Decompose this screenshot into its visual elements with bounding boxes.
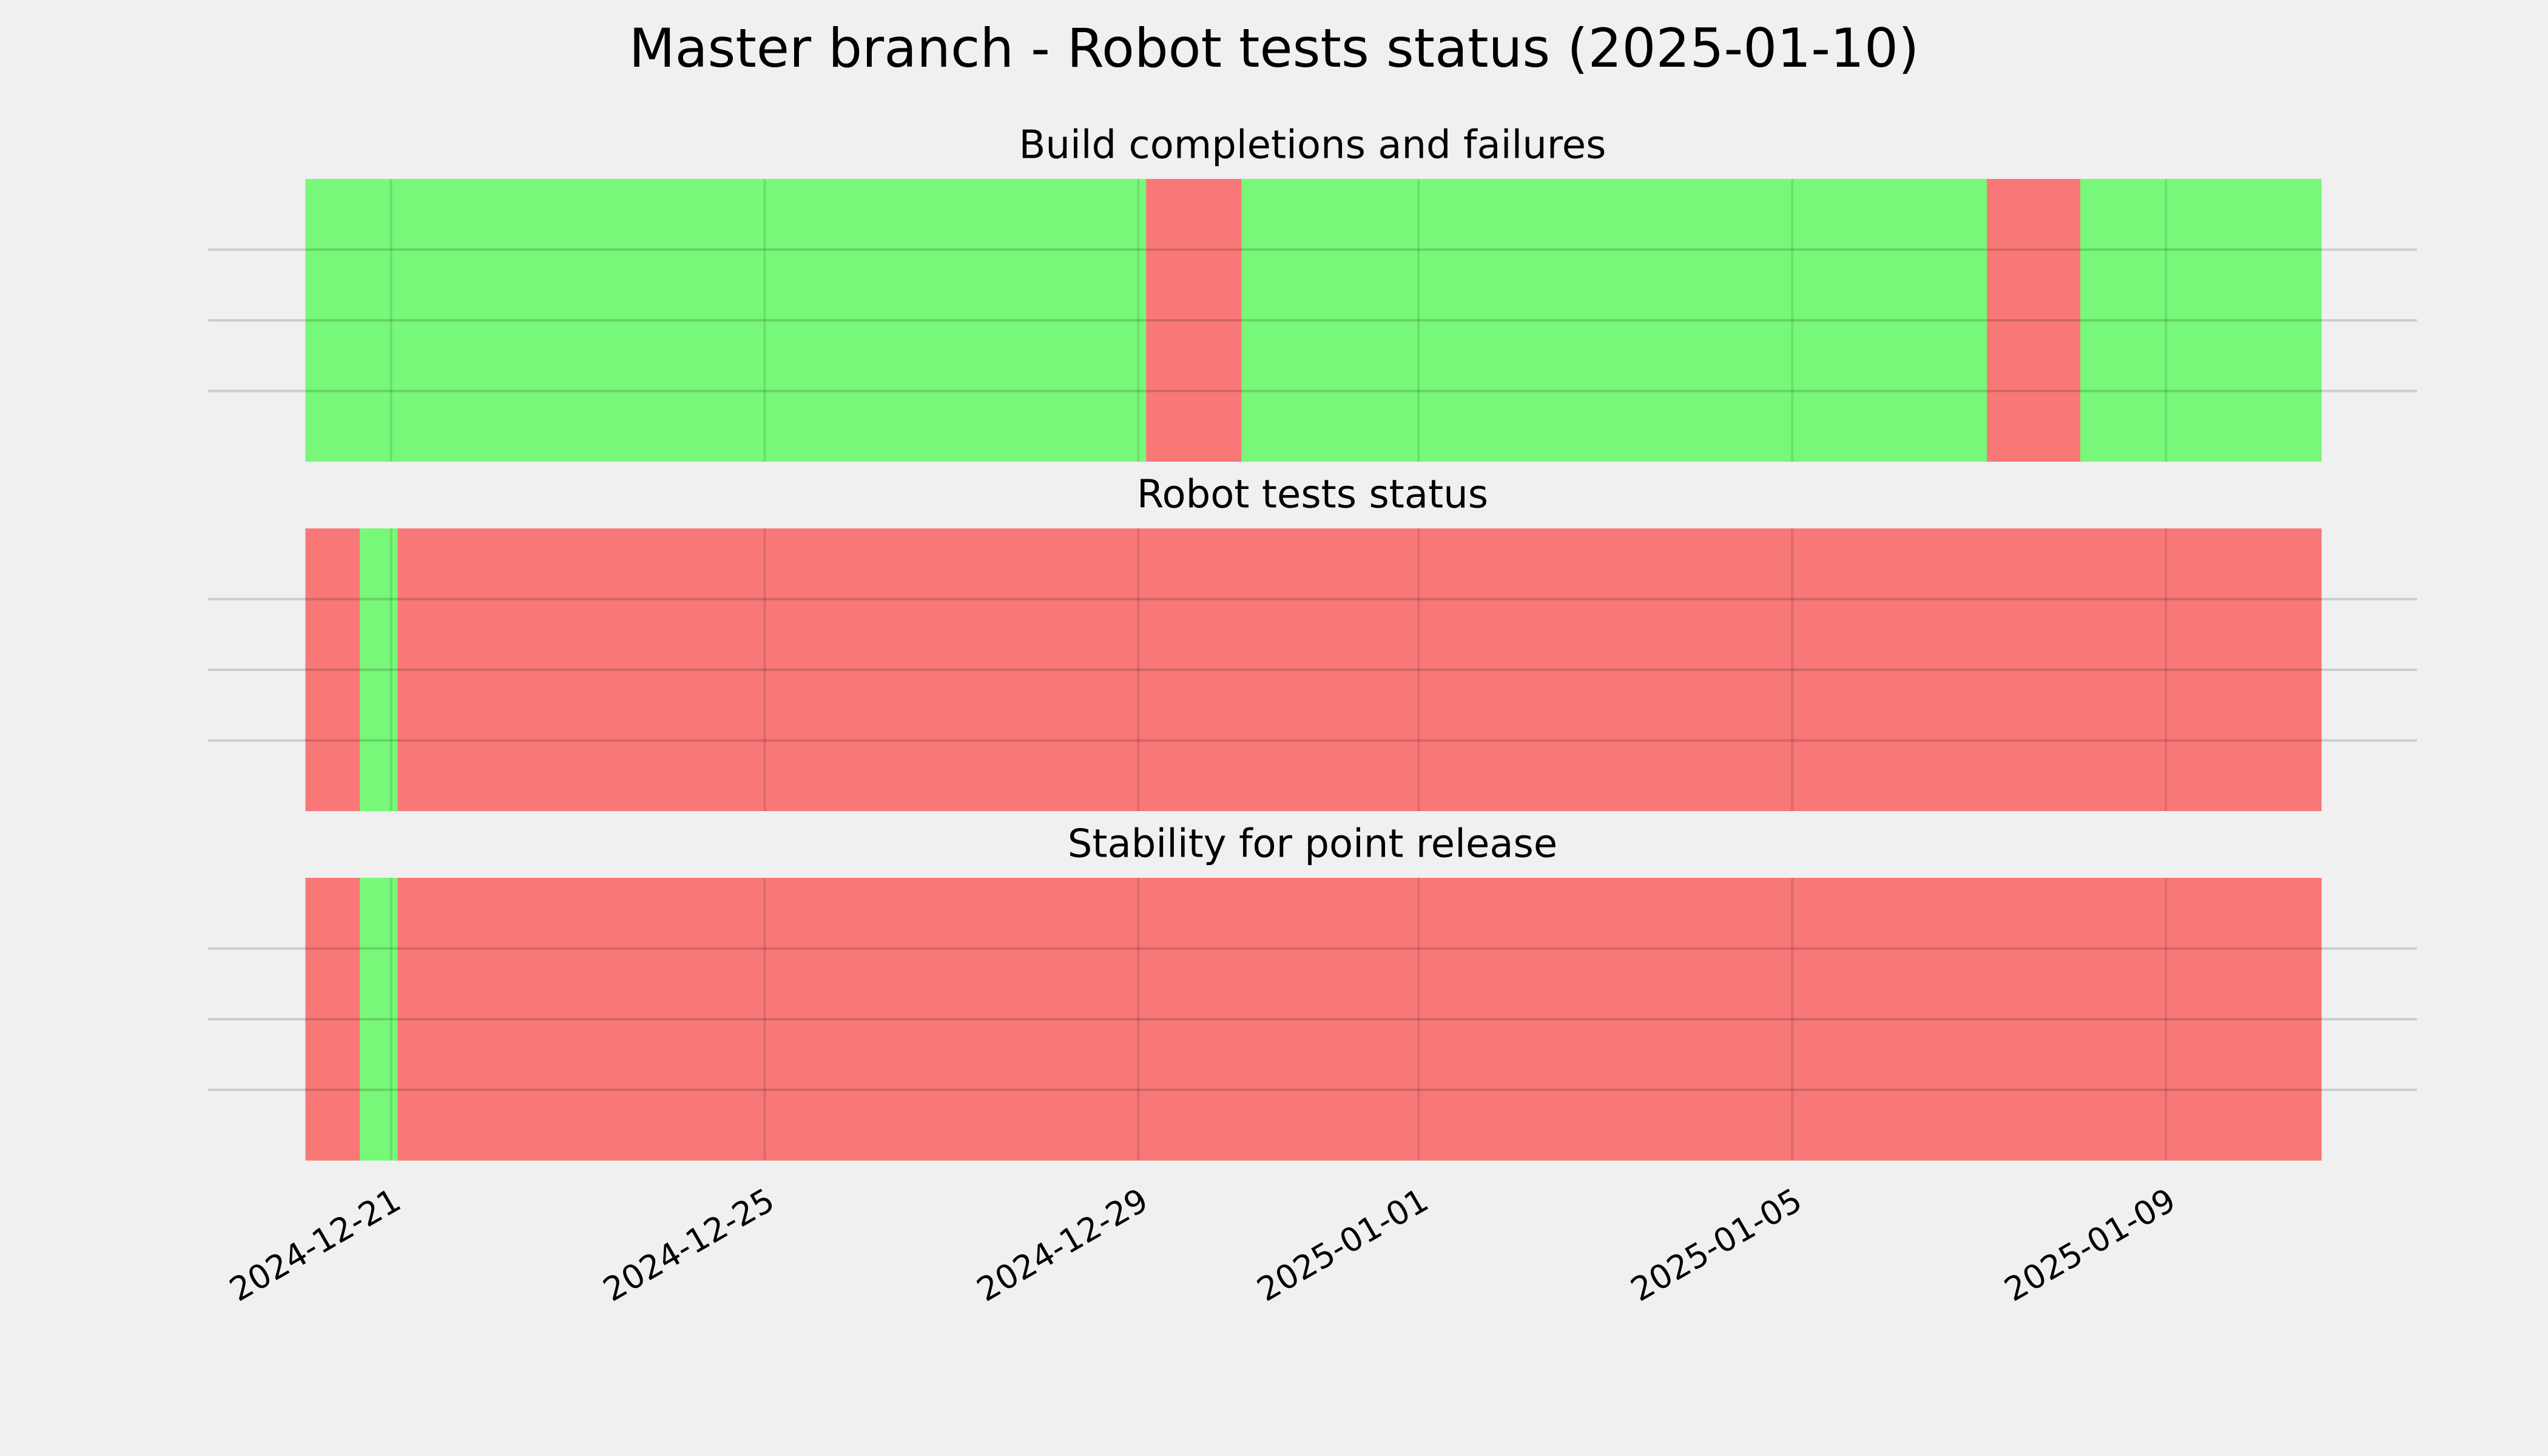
status-span xyxy=(1241,179,1987,462)
status-span xyxy=(305,878,360,1161)
panel-title: Stability for point release xyxy=(1068,822,1558,867)
status-span xyxy=(2080,179,2322,462)
chart-title: Master branch - Robot tests status (2025… xyxy=(629,17,1919,79)
status-span xyxy=(360,878,398,1161)
panel-title: Robot tests status xyxy=(1137,473,1488,517)
status-span xyxy=(360,528,398,811)
status-span xyxy=(1987,179,2081,462)
status-span xyxy=(1146,179,1242,462)
status-span xyxy=(305,179,1147,462)
status-span xyxy=(305,528,360,811)
status-span xyxy=(397,878,2322,1161)
panel-title: Build completions and failures xyxy=(1019,123,1606,168)
status-span xyxy=(397,528,2322,811)
